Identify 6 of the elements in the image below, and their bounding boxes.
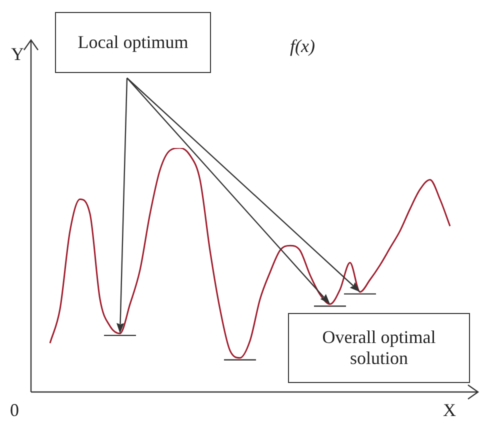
y-axis-title: Y bbox=[11, 44, 24, 65]
label-box: Local optimum bbox=[55, 12, 211, 73]
x-axis-title: X bbox=[443, 400, 456, 421]
text: 0 bbox=[10, 400, 19, 421]
label-box: Overall optimal solution bbox=[288, 313, 470, 383]
text: f(x) bbox=[290, 36, 315, 57]
